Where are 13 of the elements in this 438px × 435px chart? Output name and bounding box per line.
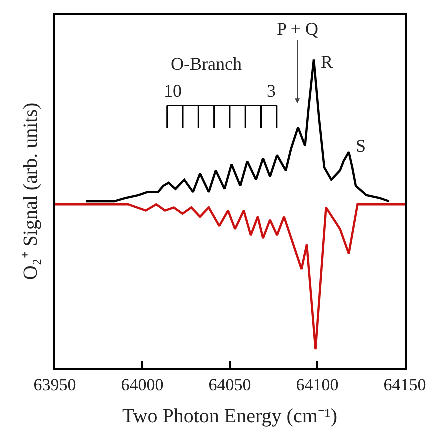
annotation: R: [321, 52, 334, 72]
x-tick-label: 64050: [208, 375, 252, 394]
x-tick-label: 63950: [34, 375, 76, 394]
text: P + Q: [277, 19, 318, 39]
x-tick-label: 64100: [296, 375, 339, 394]
y-axis-title: O₂⁺ Signal (arb. units): [20, 102, 42, 280]
annotation: 10: [164, 81, 182, 101]
annotation: O-Branch: [171, 54, 242, 74]
x-tick-label: 64000: [121, 375, 164, 394]
annotation: 3: [267, 81, 276, 101]
x-tick-label: 64150: [384, 375, 426, 394]
x-axis-title: Two Photon Energy (cm⁻¹): [122, 405, 338, 428]
annotation: S: [356, 136, 366, 156]
